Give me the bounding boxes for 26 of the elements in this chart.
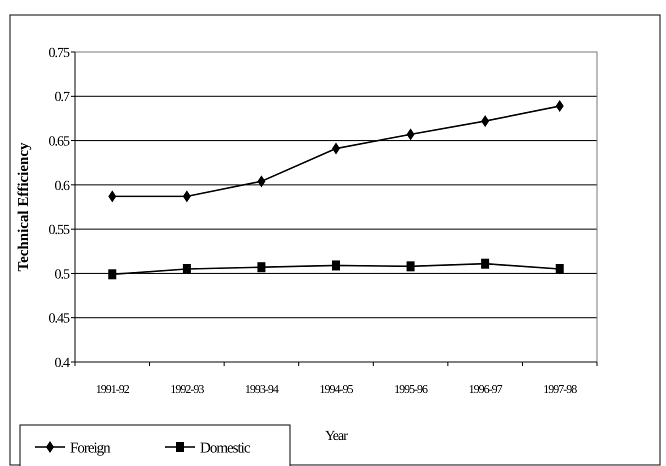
x-tick-label: 1993-94 [244, 382, 279, 396]
y-tick-label: 0.55 [48, 223, 70, 238]
x-tick-label: 1997-98 [543, 382, 578, 396]
x-tick-label: 1994-95 [320, 382, 354, 396]
point [257, 262, 266, 272]
y-tick-label: 0.45 [48, 312, 70, 327]
x-tick-label: 1992-93 [170, 382, 204, 396]
y-tick-label: 0.7 [54, 90, 70, 106]
point [556, 264, 564, 274]
point [406, 261, 415, 272]
y-tick-label: 0.6 [54, 178, 70, 194]
y-tick-label: 0.5 [54, 267, 70, 282]
legend-label: Foreign [70, 440, 112, 456]
point [481, 258, 490, 269]
point [108, 269, 116, 280]
legend-label: Domestic [200, 440, 251, 456]
point [332, 260, 340, 270]
y-tick-label: 0.65 [48, 134, 70, 150]
y-tick-label: 0.75 [48, 46, 70, 61]
y-tick-label: 0.4 [54, 356, 70, 371]
x-tick-label: 1995-96 [394, 382, 428, 396]
x-tick-label: 1991-92 [96, 382, 130, 396]
x-tick-label: 1996-97 [468, 382, 503, 396]
point [182, 264, 191, 274]
x-axis-title: Year [325, 429, 348, 444]
y-axis-title: Technical Efficiency [16, 142, 32, 272]
